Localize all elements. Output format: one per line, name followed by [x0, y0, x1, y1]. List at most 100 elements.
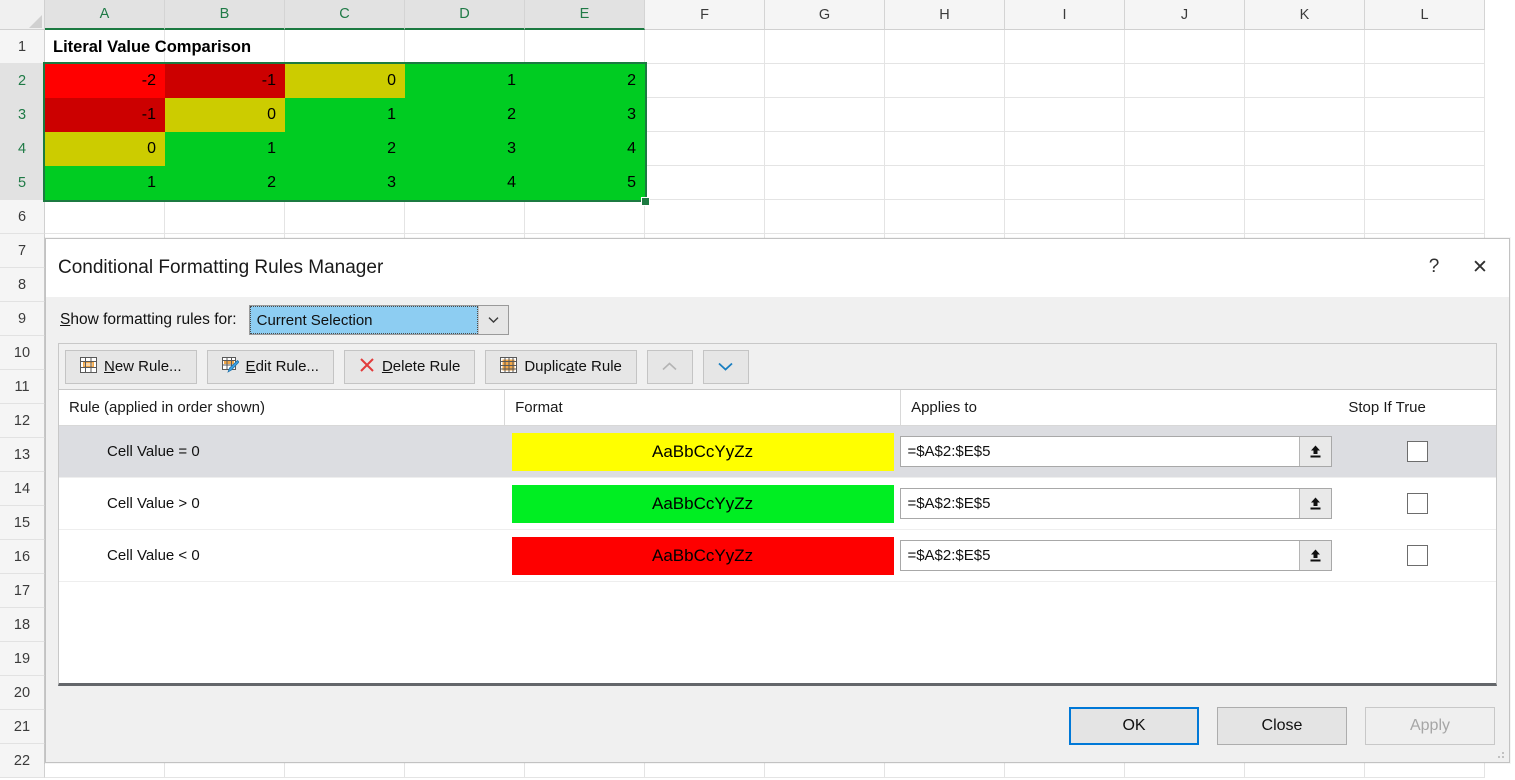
row-header-4[interactable]: 4	[0, 132, 45, 166]
grid-cell[interactable]	[1365, 98, 1485, 132]
cell-b2[interactable]: -1	[165, 64, 285, 98]
ok-button[interactable]: OK	[1069, 707, 1199, 745]
cell-e5[interactable]: 5	[525, 166, 645, 200]
column-header-f[interactable]: F	[645, 0, 765, 30]
grid-cell[interactable]	[1005, 166, 1125, 200]
range-picker-icon[interactable]	[1299, 489, 1332, 518]
grid-cell[interactable]	[885, 166, 1005, 200]
cell-e4[interactable]: 4	[525, 132, 645, 166]
cell-a3[interactable]: -1	[45, 98, 165, 132]
grid-cell[interactable]	[405, 30, 525, 64]
close-button[interactable]: Close	[1217, 707, 1347, 745]
grid-cell[interactable]	[1245, 132, 1365, 166]
rule-format-cell[interactable]: AaBbCcYyZz	[505, 432, 901, 471]
grid-cell[interactable]	[645, 200, 765, 234]
grid-cell[interactable]	[1125, 30, 1245, 64]
cell-b5[interactable]: 2	[165, 166, 285, 200]
grid-cell[interactable]	[645, 30, 765, 64]
grid-cell[interactable]	[765, 200, 885, 234]
stop-if-true-cell[interactable]	[1339, 545, 1497, 566]
grid-cell[interactable]	[1005, 30, 1125, 64]
rule-row[interactable]: Cell Value > 0 AaBbCcYyZz =$A$2:$E$5	[59, 478, 1496, 530]
rule-format-cell[interactable]: AaBbCcYyZz	[505, 484, 901, 523]
applies-to-input[interactable]: =$A$2:$E$5	[901, 541, 1300, 570]
row-header-19[interactable]: 19	[0, 642, 45, 676]
row-header-14[interactable]: 14	[0, 472, 45, 506]
grid-cell[interactable]	[1245, 200, 1365, 234]
help-icon[interactable]: ?	[1428, 256, 1440, 277]
row-header-6[interactable]: 6	[0, 200, 45, 234]
cell-c5[interactable]: 3	[285, 166, 405, 200]
stop-if-true-checkbox[interactable]	[1406, 493, 1428, 514]
grid-cell[interactable]	[1245, 30, 1365, 64]
grid-cell[interactable]	[1125, 64, 1245, 98]
rule-row[interactable]: Cell Value = 0 AaBbCcYyZz =$A$2:$E$5	[59, 426, 1496, 478]
cell-b4[interactable]: 1	[165, 132, 285, 166]
grid-cell[interactable]	[1245, 64, 1365, 98]
move-rule-down-button[interactable]	[702, 349, 749, 384]
row-header-11[interactable]: 11	[0, 370, 45, 404]
applies-to-cell[interactable]: =$A$2:$E$5	[900, 488, 1338, 519]
grid-cell[interactable]	[765, 30, 885, 64]
column-header-i[interactable]: I	[1005, 0, 1125, 30]
grid-cell[interactable]	[1005, 200, 1125, 234]
grid-cell[interactable]	[1125, 166, 1245, 200]
row-header-15[interactable]: 15	[0, 506, 45, 540]
row-header-3[interactable]: 3	[0, 98, 45, 132]
grid-cell[interactable]	[1245, 98, 1365, 132]
column-header-d[interactable]: D	[405, 0, 525, 30]
cell-e2[interactable]: 2	[525, 64, 645, 98]
grid-cell[interactable]	[1125, 98, 1245, 132]
row-header-12[interactable]: 12	[0, 404, 45, 438]
grid-cell[interactable]	[525, 30, 645, 64]
grid-cell[interactable]	[645, 98, 765, 132]
grid-cell[interactable]	[765, 98, 885, 132]
grid-cell[interactable]	[1365, 132, 1485, 166]
grid-cell[interactable]	[1365, 200, 1485, 234]
stop-if-true-cell[interactable]	[1339, 441, 1497, 462]
grid-cell[interactable]	[165, 200, 285, 234]
grid-cell[interactable]	[45, 200, 165, 234]
range-picker-icon[interactable]	[1299, 541, 1332, 570]
row-header-10[interactable]: 10	[0, 336, 45, 370]
range-picker-icon[interactable]	[1299, 437, 1332, 466]
grid-cell[interactable]	[765, 166, 885, 200]
new-rule-button[interactable]: New Rule...	[65, 349, 197, 384]
chevron-down-icon[interactable]	[477, 306, 508, 334]
grid-cell[interactable]	[885, 200, 1005, 234]
row-header-13[interactable]: 13	[0, 438, 45, 472]
cell-d4[interactable]: 3	[405, 132, 525, 166]
resize-grip-icon[interactable]	[1494, 748, 1506, 760]
column-header-k[interactable]: K	[1245, 0, 1365, 30]
applies-to-cell[interactable]: =$A$2:$E$5	[900, 540, 1338, 571]
cell-d5[interactable]: 4	[405, 166, 525, 200]
cell-b3[interactable]: 0	[165, 98, 285, 132]
move-rule-up-button[interactable]	[646, 349, 693, 384]
row-header-22[interactable]: 22	[0, 744, 45, 778]
applies-to-field[interactable]: =$A$2:$E$5	[900, 488, 1333, 519]
grid-cell[interactable]	[1365, 30, 1485, 64]
grid-cell[interactable]	[765, 132, 885, 166]
grid-cell[interactable]	[1005, 132, 1125, 166]
column-header-j[interactable]: J	[1125, 0, 1245, 30]
cell-d3[interactable]: 2	[405, 98, 525, 132]
cell-c2[interactable]: 0	[285, 64, 405, 98]
column-header-e[interactable]: E	[525, 0, 645, 30]
close-icon[interactable]: ✕	[1472, 256, 1488, 278]
grid-cell[interactable]	[1125, 200, 1245, 234]
row-header-7[interactable]: 7	[0, 234, 45, 268]
stop-if-true-checkbox[interactable]	[1406, 441, 1428, 462]
selection-fill-handle[interactable]	[641, 197, 650, 206]
row-header-18[interactable]: 18	[0, 608, 45, 642]
stop-if-true-checkbox[interactable]	[1406, 545, 1428, 566]
title-bar-buttons[interactable]: ? ✕	[1411, 247, 1503, 287]
select-all-corner[interactable]	[0, 0, 45, 30]
rules-toolbar[interactable]: New Rule... Edit Rule...	[58, 343, 1497, 389]
grid-cell[interactable]	[1365, 166, 1485, 200]
duplicate-rule-button[interactable]: Duplicate Rule	[485, 349, 637, 384]
show-formatting-rules-value[interactable]: Current Selection	[249, 306, 478, 334]
column-header-c[interactable]: C	[285, 0, 405, 30]
show-formatting-rules-for-select[interactable]: Current Selection	[248, 305, 509, 335]
applies-to-input[interactable]: =$A$2:$E$5	[901, 437, 1300, 466]
row-header-2[interactable]: 2	[0, 64, 45, 98]
